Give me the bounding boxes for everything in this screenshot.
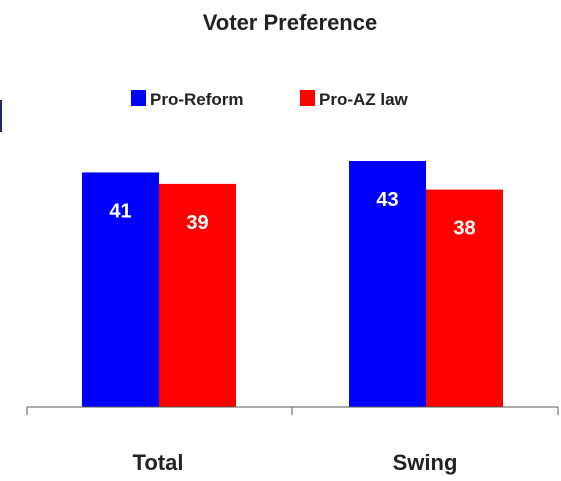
x-axis [26, 406, 559, 415]
bar-total-pro-reform [82, 172, 159, 407]
chart-title: Voter Preference [203, 10, 377, 35]
legend-swatch-pro-az-law [300, 90, 315, 106]
data-label-total-pro-reform: 41 [109, 200, 131, 222]
value-labels-group: 41 39 43 38 [109, 189, 475, 240]
legend: Pro-Reform Pro-AZ law [131, 90, 409, 109]
category-label-swing: Swing [393, 450, 458, 475]
legend-label-pro-az-law: Pro-AZ law [319, 90, 409, 109]
bar-total-pro-az-law [159, 183, 236, 407]
left-edge-mark [0, 100, 2, 132]
category-label-total: Total [133, 450, 184, 475]
legend-swatch-pro-reform [131, 90, 146, 106]
data-label-swing-pro-az-law: 38 [453, 218, 475, 240]
bar-swing-pro-az-law [426, 189, 503, 407]
data-label-total-pro-az-law: 39 [186, 212, 208, 234]
bar-swing-pro-reform [349, 161, 426, 407]
data-label-swing-pro-reform: 43 [376, 189, 398, 211]
bars-group [82, 161, 503, 407]
legend-label-pro-reform: Pro-Reform [150, 90, 244, 109]
